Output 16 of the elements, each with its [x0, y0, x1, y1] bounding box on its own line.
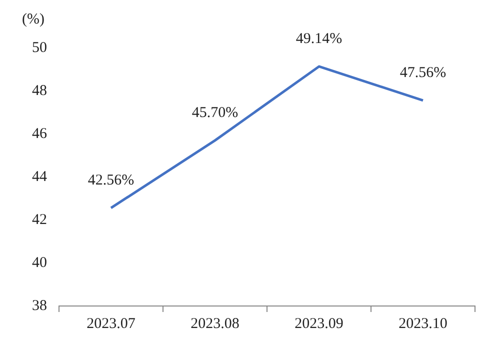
y-tick-label: 48 — [32, 82, 47, 99]
y-tick-label: 42 — [32, 212, 47, 228]
y-tick-label: 38 — [32, 298, 47, 314]
data-label: 45.70% — [192, 104, 238, 121]
y-tick-label: 46 — [32, 126, 48, 142]
x-tick-label: 2023.10 — [398, 316, 448, 332]
data-label: 42.56% — [88, 172, 134, 188]
x-tick-label: 2023.08 — [190, 316, 240, 332]
y-tick-label: 40 — [32, 254, 47, 271]
data-label: 49.14% — [296, 30, 342, 47]
y-axis-title: (%) — [22, 11, 44, 28]
y-tick-label: 50 — [32, 40, 47, 56]
y-tick-label: 44 — [32, 168, 48, 185]
x-tick-label: 2023.09 — [294, 316, 344, 332]
x-tick-label: 2023.07 — [86, 316, 136, 332]
data-label: 47.56% — [400, 64, 446, 81]
